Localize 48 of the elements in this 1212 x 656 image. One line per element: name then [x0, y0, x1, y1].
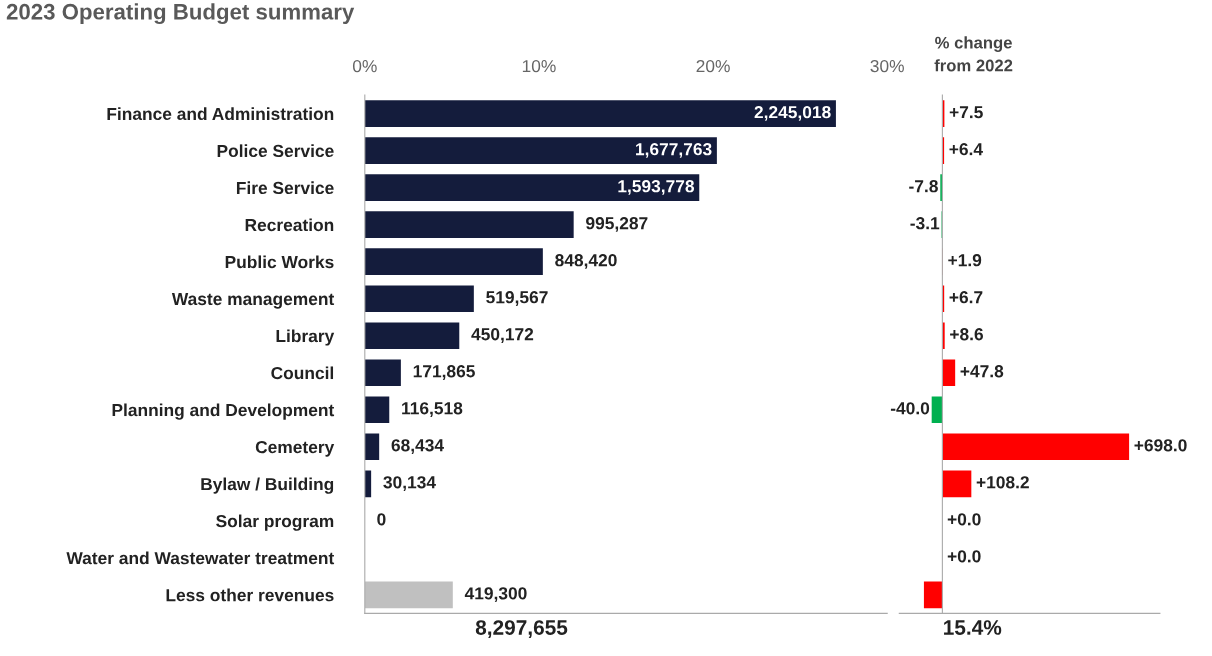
- y-tick-label: Fire Service: [236, 181, 334, 195]
- data-label: -7.8: [909, 180, 938, 193]
- data-label: +47.8: [960, 365, 1004, 378]
- x2-tick-label: 30%: [870, 59, 904, 73]
- data-label: 450,172: [471, 328, 534, 343]
- data-label: +0.0: [947, 550, 981, 563]
- data-label: 995,287: [586, 217, 648, 232]
- text: 15.4%: [944, 620, 1002, 635]
- data-label: 68,434: [391, 439, 444, 454]
- data-label: +6.7: [949, 291, 983, 304]
- y-tick-label: Waste management: [171, 293, 335, 309]
- y-tick-label: Public Works: [225, 255, 334, 269]
- data-label: 419,300: [464, 587, 527, 603]
- y-tick-label: Recreation: [245, 218, 334, 232]
- data-label: +7.5: [949, 106, 983, 119]
- data-label: 116,518: [402, 402, 463, 417]
- y-tick-label: Cemetery: [255, 440, 335, 457]
- text: 8,297,655: [475, 620, 568, 638]
- data-label: -3.1: [910, 217, 940, 230]
- data-label: -40.0: [890, 402, 930, 415]
- data-label: +698.0: [1134, 439, 1187, 452]
- y-tick-label: Library: [276, 329, 335, 346]
- data-label: 171,865: [413, 365, 475, 380]
- y-tick-label: Police Service: [217, 144, 334, 158]
- data-label: +6.4: [949, 143, 983, 156]
- data-label: 1,593,778: [618, 180, 695, 195]
- y-tick-label: Council: [271, 366, 334, 380]
- data-label: 519,567: [486, 291, 548, 306]
- y-tick-label: Planning and Development: [112, 403, 335, 420]
- data-label: +108.2: [976, 476, 1029, 489]
- y-tick-label: Solar program: [216, 514, 334, 531]
- chart-title: % change from 2022: [934, 36, 1013, 72]
- y-tick-label: Bylaw / Building: [201, 477, 334, 494]
- y-tick-label: Finance and Administration: [107, 107, 334, 121]
- x2-tick-label: 20%: [696, 59, 730, 73]
- x2-tick-label: 10%: [522, 59, 556, 73]
- y-tick-label: Less other revenues: [166, 588, 334, 602]
- y-tick-label: Water and Wastewater treatment: [66, 551, 335, 565]
- data-label: 848,420: [555, 254, 617, 269]
- data-label: 2,245,018: [754, 106, 831, 121]
- data-label: 30,134: [383, 476, 436, 491]
- data-label: +1.9: [948, 254, 982, 267]
- data-label: +0.0: [947, 513, 981, 526]
- x2-tick-label: 0%: [352, 59, 377, 73]
- data-label: 0: [377, 513, 386, 526]
- data-label: 1,677,763: [636, 143, 712, 158]
- text: 2023 Operating Budget summary: [6, 3, 355, 25]
- data-label: +8.6: [950, 328, 983, 341]
